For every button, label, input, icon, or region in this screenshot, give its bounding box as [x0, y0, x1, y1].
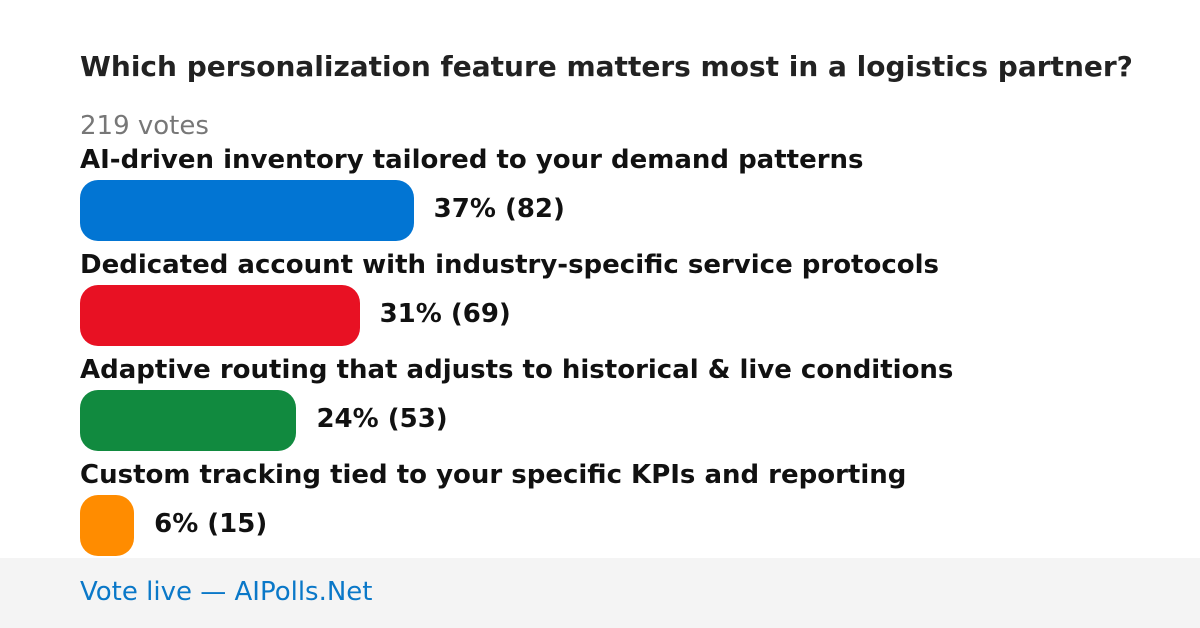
footer-bar: Vote live — AIPolls.Net [0, 558, 1200, 628]
vote-live-link[interactable]: Vote live — AIPolls.Net [80, 577, 373, 607]
option-percentage: 24% (53) [316, 404, 448, 434]
option-label: AI-driven inventory tailored to your dem… [80, 145, 864, 175]
option-percentage: 31% (69) [379, 299, 511, 329]
option-label: Custom tracking tied to your specific KP… [80, 460, 907, 490]
poll-question: Which personalization feature matters mo… [80, 50, 1133, 83]
option-bar [80, 180, 414, 241]
option-label: Adaptive routing that adjusts to histori… [80, 355, 954, 385]
option-bar [80, 495, 135, 556]
option-percentage: 6% (15) [154, 509, 268, 539]
option-bar [80, 390, 297, 451]
option-label: Dedicated account with industry-specific… [80, 250, 940, 280]
option-bar [80, 285, 360, 346]
vote-count: 219 votes [80, 111, 209, 141]
option-percentage: 37% (82) [433, 194, 565, 224]
